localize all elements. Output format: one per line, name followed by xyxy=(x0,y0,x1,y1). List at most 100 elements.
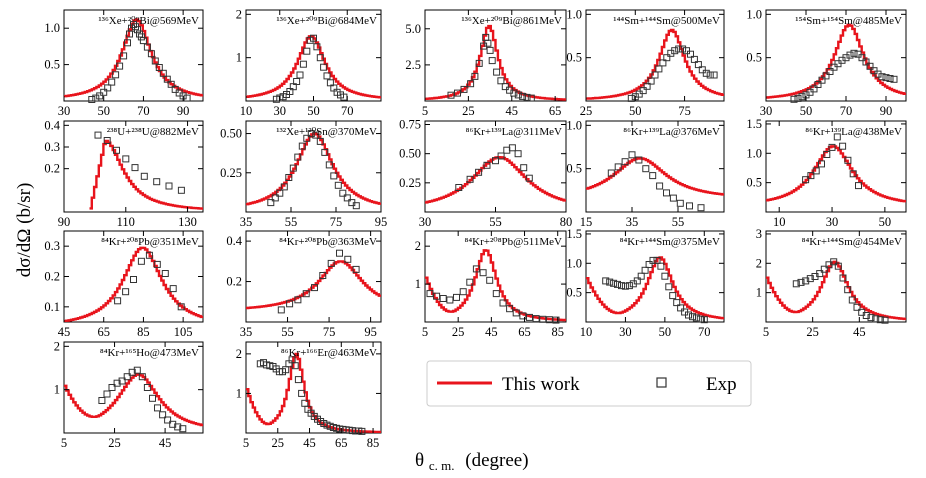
y-tick-label: 0.3 xyxy=(44,140,60,154)
exp-point xyxy=(289,164,297,172)
y-tick-label: 1.0 xyxy=(566,7,582,21)
exp-point xyxy=(663,189,670,197)
panel-title: ⁸⁴Kr+¹⁴⁴Sm@454MeV xyxy=(802,236,902,248)
y-tick-label: 1 xyxy=(236,51,242,65)
x-tick-label: 30 xyxy=(274,104,287,118)
legend-exp-label: Exp xyxy=(706,374,737,395)
x-tick-label: 90 xyxy=(177,104,190,118)
exp-point xyxy=(143,43,151,51)
theory-curve xyxy=(246,260,381,310)
x-tick-label: 75 xyxy=(678,104,691,118)
exp-point xyxy=(302,290,310,298)
x-tick-label: 50 xyxy=(659,325,672,339)
y-tick-label: 0.4 xyxy=(44,118,60,132)
exp-point xyxy=(484,39,492,47)
exp-point xyxy=(659,59,667,67)
y-tick-label: 2.5 xyxy=(405,58,421,72)
exp-point xyxy=(702,69,710,77)
x-tick-label: 50 xyxy=(307,104,320,118)
exp-point xyxy=(694,61,702,69)
exp-point xyxy=(471,72,479,80)
exp-point xyxy=(826,68,834,75)
panel-5: 30 50 70 90 0.5 1.0 ¹⁵⁴Sm+¹⁵⁴Sm@485MeV xyxy=(746,7,907,118)
panel-frame xyxy=(245,120,382,213)
exp-point xyxy=(677,304,685,312)
exp-point xyxy=(169,285,177,293)
x-tick-label: 50 xyxy=(800,104,813,118)
exp-point xyxy=(358,427,366,435)
exp-point xyxy=(602,277,610,285)
x-tick-label: 35 xyxy=(240,215,253,229)
x-tick-label: 70 xyxy=(137,104,150,118)
exp-point xyxy=(673,299,681,307)
exp-point xyxy=(621,282,629,290)
x-tick-label: 25 xyxy=(462,104,475,118)
exp-point xyxy=(689,313,696,321)
exp-point xyxy=(802,176,810,184)
exp-point xyxy=(426,290,434,298)
exp-point xyxy=(669,292,677,300)
exp-point xyxy=(519,92,527,100)
exp-point xyxy=(655,65,663,73)
panel-title: ¹³⁶Xe+²⁰⁹Bi@569MeV xyxy=(98,15,199,27)
exp-point xyxy=(486,46,494,54)
x-tick-label: 90 xyxy=(880,104,893,118)
exp-point xyxy=(545,316,553,324)
x-tick-label: 30 xyxy=(619,325,632,339)
x-tick-label: 50 xyxy=(879,215,892,229)
y-tick-label: 1 xyxy=(756,286,762,300)
exp-point xyxy=(114,297,122,305)
exp-point xyxy=(669,194,677,202)
exp-point xyxy=(497,152,505,160)
x-tick-label: 95 xyxy=(375,215,388,229)
exp-point xyxy=(818,76,826,84)
exp-point xyxy=(167,80,175,88)
exp-point xyxy=(625,282,633,290)
panel-title: ⁸⁴Kr+²⁰⁸Pb@363MeV xyxy=(279,236,377,248)
exp-point xyxy=(514,91,522,99)
panels-group: 30 50 70 90 0.5 1.0 ¹³⁶Xe+²⁰⁹Bi@569MeV 10 30 50 70… xyxy=(44,7,907,450)
exp-point xyxy=(610,279,618,287)
exp-point xyxy=(798,93,806,101)
y-tick-label: 0.5 xyxy=(746,176,762,190)
exp-point xyxy=(506,305,514,313)
x-tick-label: 5 xyxy=(422,104,428,118)
exp-point xyxy=(112,71,120,79)
y-tick-label: 2 xyxy=(415,239,421,253)
exp-point xyxy=(686,202,693,210)
y-tick-label: 5.0 xyxy=(405,22,421,36)
panel-title: ⁸⁴Kr+²⁰⁸Pb@511MeV xyxy=(465,236,563,248)
exp-point xyxy=(460,85,468,93)
exp-point xyxy=(492,157,499,165)
exp-point xyxy=(330,172,338,180)
exp-point xyxy=(291,362,299,370)
exp-point xyxy=(706,71,714,79)
exp-point xyxy=(499,299,507,307)
x-tick-label: 75 xyxy=(323,325,336,339)
exp-point xyxy=(103,137,111,144)
exp-point xyxy=(866,62,874,70)
exp-point xyxy=(647,77,655,85)
x-tick-label: 110 xyxy=(117,215,135,229)
exp-point xyxy=(339,189,347,197)
y-tick-label: 1 xyxy=(54,383,60,397)
exp-point xyxy=(855,182,862,190)
x-tick-label: 10 xyxy=(580,325,593,339)
x-tick-label: 80 xyxy=(560,215,573,229)
panel-3: 5 25 45 65 2.5 5.0 ¹³⁶Xe+²⁰⁹Bi@861MeV xyxy=(405,9,567,118)
y-tick-label: 0.75 xyxy=(399,118,421,132)
x-tick-label: 5 xyxy=(61,436,67,450)
exp-point xyxy=(833,133,841,141)
x-tick-label: 25 xyxy=(272,436,285,450)
exp-point xyxy=(510,89,518,97)
exp-point xyxy=(298,142,306,150)
exp-point xyxy=(797,278,805,286)
exp-point xyxy=(886,75,894,82)
exp-point xyxy=(286,300,294,308)
exp-point xyxy=(820,265,828,273)
exp-point xyxy=(320,63,328,71)
y-tick-label: 0.5 xyxy=(44,58,60,72)
exp-point xyxy=(862,312,870,319)
exp-point xyxy=(649,172,657,180)
